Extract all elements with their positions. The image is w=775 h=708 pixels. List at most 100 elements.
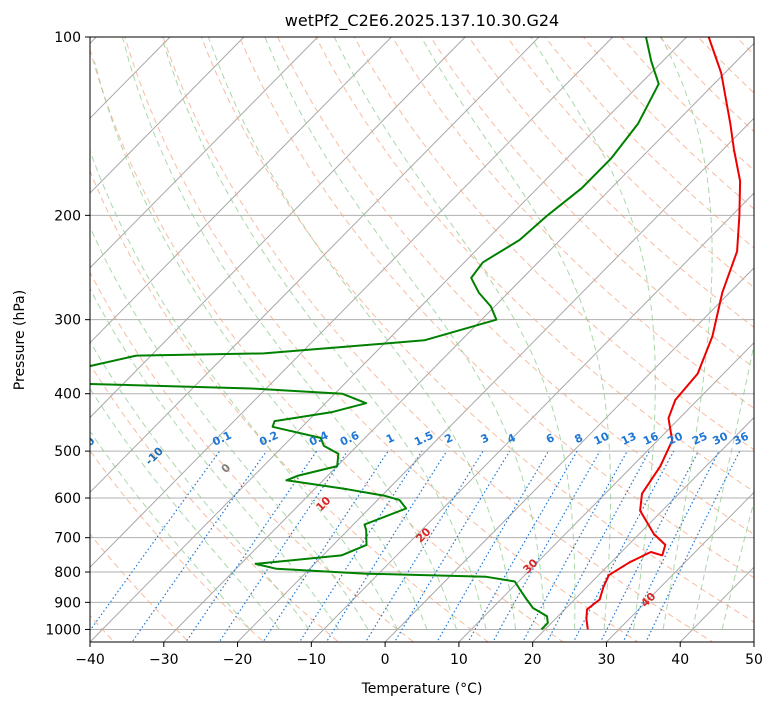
mixing-ratio-line: [436, 450, 550, 642]
mixing-ratio-label: 0.1: [210, 429, 233, 449]
dry-adiabat-line: [90, 47, 565, 642]
mixing-ratio-label: 30: [711, 429, 731, 447]
y-tick-label: 100: [54, 30, 81, 46]
moist-adiabat-line: [90, 430, 251, 630]
isotherm-line: [532, 416, 754, 642]
dry-adiabat-line: [315, 37, 754, 493]
x-tick-label: 10: [450, 652, 468, 668]
mixing-ratio-line: [364, 450, 484, 642]
mixing-ratio-line: [298, 450, 423, 642]
dry-adiabat-line: [735, 37, 754, 56]
dry-adiabat-line: [200, 37, 754, 623]
moist-adiabat-line: [207, 37, 516, 630]
dry-adiabat-line: [90, 169, 490, 642]
moist-adiabat-line: [90, 149, 398, 630]
isotherm-line: [90, 37, 687, 642]
y-tick-label: 500: [54, 444, 81, 460]
dry-adiabat-label: 20: [413, 525, 433, 545]
mixing-ratio-line: [599, 450, 700, 642]
dry-adiabats: [90, 37, 754, 642]
sounding-line: [90, 37, 660, 631]
mixing-ratio-label: 16: [641, 429, 661, 447]
dry-adiabat-line: [162, 37, 714, 642]
mixing-ratio-label: 3: [479, 431, 491, 446]
x-tick-label: 20: [524, 652, 542, 668]
mixing-ratio-line: [393, 450, 511, 642]
mixing-ratio-line: [467, 450, 578, 642]
plot-area: 0.10.20.40.611.52346810131620253036-100-…: [0, 37, 754, 642]
dry-adiabat-line: [506, 37, 754, 289]
isotherm-line: [90, 37, 540, 494]
dry-adiabat-label: -10: [143, 444, 166, 467]
x-axis-ticks: −40 −30 −20 −10 0 10 20 30 40 50: [75, 642, 763, 668]
mixing-ratio-line: [131, 450, 268, 642]
y-axis-ticks: 100 200 300 400 500 600 700 800 900 1000: [45, 30, 90, 638]
x-tick-label: 50: [745, 652, 763, 668]
mixing-ratio-label: 13: [619, 430, 638, 448]
x-tick-label: 30: [598, 652, 616, 668]
skewed-isotherms: [90, 37, 754, 642]
mixing-ratio-line: [90, 450, 221, 632]
moist-adiabat-line: [90, 287, 339, 630]
mixing-ratio-label: 36: [731, 429, 751, 447]
mixing-ratio-label: 8: [573, 431, 585, 446]
sounding-line: [585, 37, 742, 630]
dry-adiabat-line: [353, 37, 754, 451]
dry-adiabat-line: [90, 449, 265, 642]
moist-adiabat-line: [333, 37, 576, 630]
y-tick-label: 200: [54, 208, 81, 224]
mixing-ratio-label: 0.2: [257, 429, 280, 449]
dry-adiabat-line: [277, 37, 754, 535]
y-tick-label: 300: [54, 313, 81, 329]
dry-adiabat-line: [544, 37, 754, 249]
moist-adiabat-line: [94, 61, 428, 630]
mixing-ratio-line: [185, 450, 318, 642]
x-tick-label: −10: [297, 652, 327, 668]
isotherm-line: [163, 42, 754, 642]
dry-adiabat-line: [468, 37, 754, 328]
moist-adiabat-line: [721, 499, 754, 630]
dry-adiabat-line: [90, 271, 415, 642]
mixing-ratio-line: [522, 450, 628, 642]
mixing-ratio-label: 2: [442, 431, 454, 446]
moist-adiabat-line: [420, 37, 612, 630]
dry-adiabat-label: -30: [0, 386, 8, 409]
y-tick-label: 800: [54, 565, 81, 581]
isotherm-line: [237, 117, 754, 642]
isotherm-line: [90, 37, 392, 344]
x-tick-label: 40: [671, 652, 689, 668]
isotherm-line: [90, 37, 466, 419]
isotherm-line: [90, 37, 614, 568]
mixing-ratio-label: 10: [592, 429, 612, 447]
moist-adiabat-line: [660, 37, 713, 630]
dry-adiabat-label: -20: [74, 434, 97, 457]
isotherm-line: [753, 641, 754, 642]
mixing-ratio-label: 25: [690, 430, 709, 448]
mixing-ratio-label: 0.4: [307, 429, 330, 449]
x-tick-label: −30: [149, 652, 179, 668]
dry-adiabat-line: [90, 533, 190, 642]
isotherm-line: [90, 37, 245, 194]
x-axis-label: Temperature (°C): [361, 681, 483, 697]
y-tick-label: 900: [54, 595, 81, 611]
x-tick-label: −20: [223, 652, 253, 668]
isotherm-line: [384, 267, 754, 642]
y-tick-label: 400: [54, 387, 81, 403]
mixing-ratio-line: [218, 450, 348, 642]
mixing-ratio-line: [622, 450, 720, 642]
isotherm-line: [606, 491, 754, 642]
dry-adiabat-line: [429, 37, 754, 369]
moist-adiabat-line: [692, 342, 754, 630]
y-tick-label: 700: [54, 531, 81, 547]
mixing-ratio-line: [546, 450, 651, 642]
y-tick-label: 600: [54, 491, 81, 507]
plot-frame: [89, 36, 755, 643]
dry-adiabat-label: 0: [219, 461, 234, 476]
dry-adiabat-line: [124, 37, 639, 642]
isotherm-line: [679, 566, 754, 642]
mixing-ratio-label: 20: [665, 429, 685, 447]
moist-adiabat-line: [161, 37, 487, 630]
mixing-ratio-label: 6: [544, 431, 557, 446]
sounding-series: [90, 37, 742, 631]
